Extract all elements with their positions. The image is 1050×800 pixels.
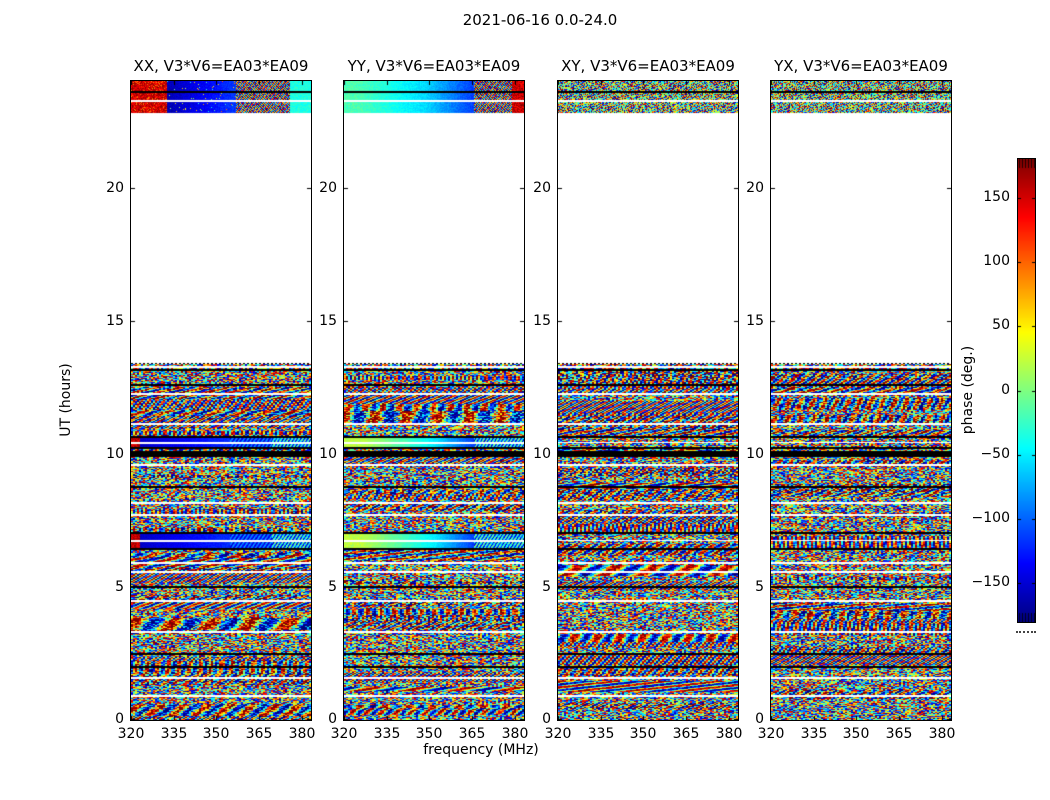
y-tick-label: 20 [746, 180, 764, 196]
y-tick-label: 15 [533, 313, 551, 329]
panel-frame-xx [130, 80, 312, 721]
x-tick-label: 320 [330, 726, 358, 742]
y-tick-label: 5 [115, 579, 124, 595]
x-tick-label: 380 [715, 726, 743, 742]
y-axis-label: UT (hours) [58, 363, 74, 437]
x-tick-label: 365 [245, 726, 273, 742]
heatmap-yy [344, 81, 524, 720]
x-tick-label: 380 [501, 726, 529, 742]
x-tick-label: 320 [757, 726, 785, 742]
panel-title-yx: YX, V3*V6=EA03*EA09 [774, 57, 948, 75]
y-tick-label: 20 [106, 180, 124, 196]
y-tick-label: 15 [319, 313, 337, 329]
colorbar-tick-label: −100 [971, 510, 1010, 526]
heatmap-yx [771, 81, 951, 720]
colorbar-tick-label: 100 [983, 253, 1010, 269]
y-tick-label: 10 [746, 446, 764, 462]
colorbar-tick-label: −50 [980, 446, 1010, 462]
colorbar-tick-label: −150 [971, 574, 1010, 590]
colorbar-tick-label: 0 [1001, 382, 1010, 398]
y-tick-label: 10 [319, 446, 337, 462]
y-tick-label: 20 [319, 180, 337, 196]
x-tick-label: 320 [544, 726, 572, 742]
x-tick-label: 380 [928, 726, 956, 742]
x-tick-label: 350 [202, 726, 230, 742]
colorbar-flagged-dots [1016, 631, 1036, 633]
x-tick-label: 350 [842, 726, 870, 742]
panel-frame-yy [343, 80, 525, 721]
y-tick-label: 5 [542, 579, 551, 595]
x-tick-label: 365 [458, 726, 486, 742]
x-axis-label: frequency (MHz) [423, 742, 539, 758]
heatmap-xy [558, 81, 738, 720]
y-tick-label: 5 [755, 579, 764, 595]
panel-title-yy: YY, V3*V6=EA03*EA09 [347, 57, 521, 75]
x-tick-label: 365 [672, 726, 700, 742]
panel-frame-yx [770, 80, 952, 721]
x-tick-label: 335 [373, 726, 401, 742]
y-tick-label: 5 [328, 579, 337, 595]
heatmap-xx [131, 81, 311, 720]
panel-title-xx: XX, V3*V6=EA03*EA09 [133, 57, 309, 75]
y-tick-label: 15 [106, 313, 124, 329]
x-tick-label: 350 [415, 726, 443, 742]
colorbar-frame [1017, 158, 1036, 623]
colorbar-tick-label: 50 [992, 317, 1010, 333]
colorbar-tick-label: 150 [983, 189, 1010, 205]
y-tick-label: 10 [106, 446, 124, 462]
colorbar-gradient [1018, 159, 1035, 622]
y-tick-label: 15 [746, 313, 764, 329]
y-tick-label: 0 [328, 711, 337, 727]
x-tick-label: 335 [160, 726, 188, 742]
y-tick-label: 0 [115, 711, 124, 727]
x-tick-label: 350 [629, 726, 657, 742]
y-tick-label: 20 [533, 180, 551, 196]
y-tick-label: 0 [542, 711, 551, 727]
y-tick-label: 0 [755, 711, 764, 727]
x-tick-label: 335 [800, 726, 828, 742]
y-tick-label: 10 [533, 446, 551, 462]
figure-title: 2021-06-16 0.0-24.0 [462, 11, 618, 29]
x-tick-label: 365 [885, 726, 913, 742]
x-tick-label: 380 [288, 726, 316, 742]
panel-frame-xy [557, 80, 739, 721]
panel-title-xy: XY, V3*V6=EA03*EA09 [561, 57, 735, 75]
x-tick-label: 320 [117, 726, 145, 742]
x-tick-label: 335 [587, 726, 615, 742]
